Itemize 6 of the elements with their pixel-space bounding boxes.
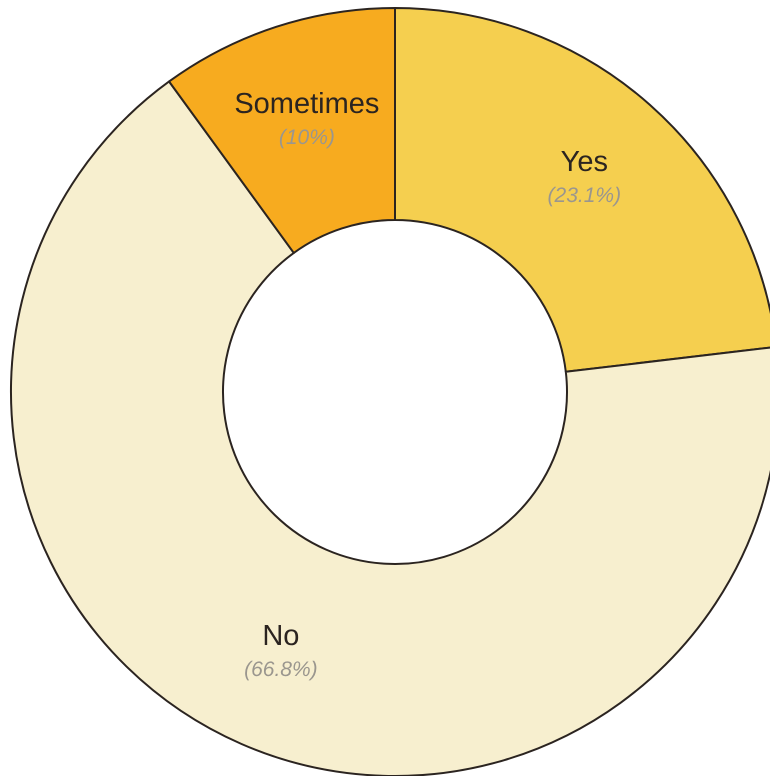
data-label: (10%) bbox=[278, 126, 335, 149]
slice-label: Sometimes bbox=[234, 88, 380, 120]
data-label: (66.8%) bbox=[244, 658, 318, 682]
data-label: (23.1%) bbox=[548, 184, 622, 207]
slice-label: Yes bbox=[560, 146, 608, 178]
slice-label: No bbox=[262, 620, 300, 652]
